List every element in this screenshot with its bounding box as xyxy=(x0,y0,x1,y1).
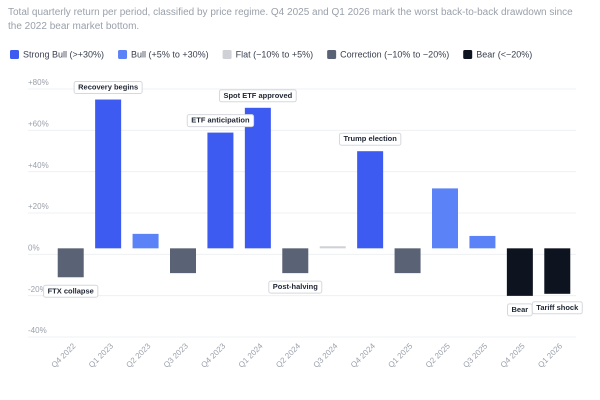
bar xyxy=(170,248,196,274)
annotation-box xyxy=(338,132,402,146)
annotation-box xyxy=(531,301,583,315)
legend-label: Correction (−10% to −20%) xyxy=(340,49,449,59)
annotation-text: Tariff shock xyxy=(536,303,579,312)
chart-subtitle: Total quarterly return per period, class… xyxy=(8,7,573,32)
y-tick-label: +80% xyxy=(28,78,49,87)
annotation-box xyxy=(218,89,297,103)
annotation: Trump election xyxy=(338,132,402,146)
x-tick-label: Q3 2024 xyxy=(312,341,340,369)
legend-swatch xyxy=(327,50,337,59)
annotation-box xyxy=(268,280,323,294)
bar xyxy=(95,99,122,249)
y-tick-label: +20% xyxy=(28,202,49,211)
bar xyxy=(544,248,571,294)
bar xyxy=(506,248,533,296)
annotation: Tariff shock xyxy=(531,301,583,315)
legend-label: Bull (+5% to +30%) xyxy=(131,49,209,59)
bar xyxy=(57,248,84,278)
legend-label: Strong Bull (>+30%) xyxy=(23,49,104,59)
x-tick-label: Q2 2023 xyxy=(124,341,152,369)
x-tick-label: Q4 2025 xyxy=(499,341,527,369)
x-tick-label: Q2 2024 xyxy=(274,341,302,369)
bar xyxy=(207,132,234,249)
x-tick-label: Q1 2024 xyxy=(237,341,265,369)
bar xyxy=(357,151,384,249)
legend-swatch xyxy=(118,50,128,59)
legend-label: Bear (<−20%) xyxy=(476,49,532,59)
annotation: Bear xyxy=(507,303,533,317)
annotation-text: Recovery begins xyxy=(78,83,138,92)
x-tick-label: Q1 2025 xyxy=(386,341,414,369)
x-tick-label: Q1 2023 xyxy=(87,341,115,369)
bar xyxy=(469,235,496,249)
bar xyxy=(432,188,458,249)
annotation: Spot ETF approved xyxy=(218,89,297,103)
annotation-text: Bear xyxy=(512,305,529,314)
x-tick-label: Q4 2023 xyxy=(199,341,227,369)
x-tick-label: Q2 2025 xyxy=(424,341,452,369)
annotation-box xyxy=(43,284,99,298)
y-tick-label: +60% xyxy=(28,119,49,128)
x-tick-label: Q1 2026 xyxy=(536,341,564,369)
bar xyxy=(244,107,271,249)
bar xyxy=(282,248,309,274)
legend-swatch xyxy=(222,50,232,59)
x-tick-label: Q3 2025 xyxy=(461,341,489,369)
annotation-text: ETF anticipation xyxy=(191,116,250,125)
y-tick-label: -20% xyxy=(28,285,47,294)
x-tick-label: Q4 2024 xyxy=(349,341,377,369)
annotation-text: Post-halving xyxy=(273,282,318,291)
annotation-text: FTX collapse xyxy=(48,286,94,295)
annotation-box xyxy=(186,114,255,128)
x-tick-label: Q3 2023 xyxy=(162,341,190,369)
legend-label: Flat (−10% to +5%) xyxy=(236,49,314,59)
annotation: FTX collapse xyxy=(43,284,99,298)
legend-swatch xyxy=(463,50,473,59)
annotation-box xyxy=(73,81,143,95)
y-tick-label: +40% xyxy=(28,161,49,170)
annotation: ETF anticipation xyxy=(186,114,255,128)
y-tick-label: 0% xyxy=(28,243,40,252)
y-tick-label: -40% xyxy=(28,326,47,335)
bar xyxy=(132,233,159,249)
annotation: Recovery begins xyxy=(73,81,143,95)
annotation: Post-halving xyxy=(268,280,323,294)
legend-swatch xyxy=(10,50,19,59)
bar xyxy=(394,248,421,274)
annotation-text: Spot ETF approved xyxy=(223,91,292,100)
annotation-text: Trump election xyxy=(343,134,397,143)
x-tick-label: Q4 2022 xyxy=(50,341,78,369)
bar xyxy=(319,246,346,249)
